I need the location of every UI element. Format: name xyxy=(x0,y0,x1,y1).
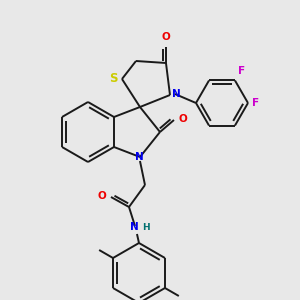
Text: O: O xyxy=(97,191,106,201)
Text: O: O xyxy=(162,32,170,42)
Text: N: N xyxy=(172,89,181,99)
Text: H: H xyxy=(142,224,150,232)
Text: O: O xyxy=(179,114,188,124)
Text: N: N xyxy=(135,152,143,162)
Text: F: F xyxy=(252,98,259,108)
Text: N: N xyxy=(130,222,138,232)
Text: S: S xyxy=(110,71,118,85)
Text: F: F xyxy=(238,67,245,76)
